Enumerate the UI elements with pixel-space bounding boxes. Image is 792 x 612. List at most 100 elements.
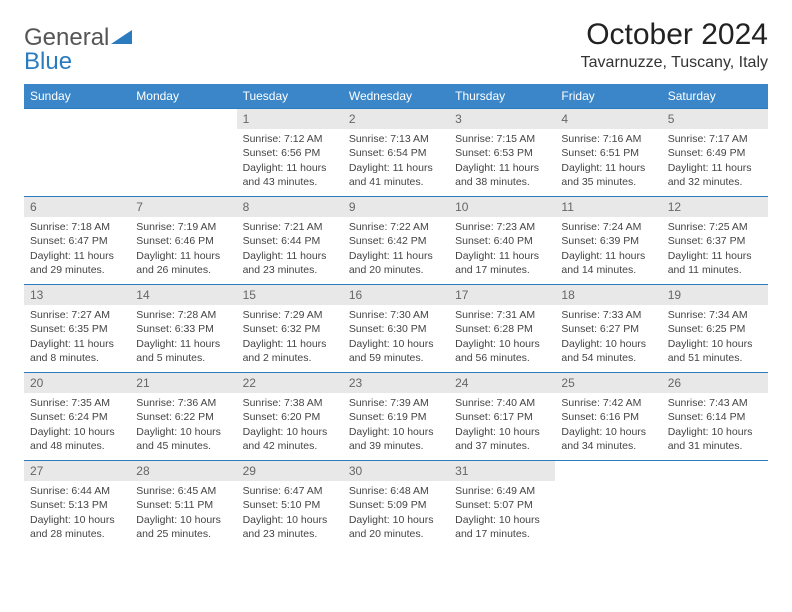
day-number: 20 <box>24 373 130 393</box>
calendar-week: 6Sunrise: 7:18 AMSunset: 6:47 PMDaylight… <box>24 197 768 285</box>
day-details: Sunrise: 6:48 AMSunset: 5:09 PMDaylight:… <box>343 481 449 545</box>
sunrise-text: Sunrise: 6:45 AM <box>136 484 230 498</box>
day-number: 25 <box>555 373 661 393</box>
sunset-text: Sunset: 6:40 PM <box>455 234 549 248</box>
day-details: Sunrise: 7:29 AMSunset: 6:32 PMDaylight:… <box>237 305 343 369</box>
calendar-cell: 7Sunrise: 7:19 AMSunset: 6:46 PMDaylight… <box>130 197 236 285</box>
sunrise-text: Sunrise: 6:44 AM <box>30 484 124 498</box>
daylight-text: Daylight: 11 hours and 43 minutes. <box>243 161 337 189</box>
sunrise-text: Sunrise: 7:27 AM <box>30 308 124 322</box>
daylight-text: Daylight: 11 hours and 8 minutes. <box>30 337 124 365</box>
sunrise-text: Sunrise: 7:23 AM <box>455 220 549 234</box>
day-number: 12 <box>662 197 768 217</box>
day-header: Saturday <box>662 84 768 109</box>
daylight-text: Daylight: 11 hours and 2 minutes. <box>243 337 337 365</box>
daylight-text: Daylight: 10 hours and 42 minutes. <box>243 425 337 453</box>
daylight-text: Daylight: 10 hours and 59 minutes. <box>349 337 443 365</box>
day-number: 24 <box>449 373 555 393</box>
sunrise-text: Sunrise: 7:34 AM <box>668 308 762 322</box>
sunrise-text: Sunrise: 7:38 AM <box>243 396 337 410</box>
calendar-cell: 1 Sunrise: 7:12 AMSunset: 6:56 PMDaylight… <box>237 109 343 197</box>
calendar-cell <box>130 109 236 197</box>
sunrise-text: Sunrise: 7:42 AM <box>561 396 655 410</box>
daylight-text: Daylight: 10 hours and 54 minutes. <box>561 337 655 365</box>
calendar-cell: 15Sunrise: 7:29 AMSunset: 6:32 PMDayligh… <box>237 285 343 373</box>
day-details: Sunrise: 7:25 AMSunset: 6:37 PMDaylight:… <box>662 217 768 281</box>
calendar-cell: 9Sunrise: 7:22 AMSunset: 6:42 PMDaylight… <box>343 197 449 285</box>
day-number: 6 <box>24 197 130 217</box>
calendar-week: 1Sunrise: 7:12 AMSunset: 6:56 PMDaylight… <box>24 109 768 197</box>
day-number: 5 <box>662 109 768 129</box>
day-number: 1 <box>237 109 343 129</box>
sunset-text: Sunset: 5:13 PM <box>30 498 124 512</box>
day-number: 22 <box>237 373 343 393</box>
sunset-text: Sunset: 6:14 PM <box>668 410 762 424</box>
day-number: 3 <box>449 109 555 129</box>
sunrise-text: Sunrise: 6:47 AM <box>243 484 337 498</box>
sunset-text: Sunset: 6:33 PM <box>136 322 230 336</box>
calendar-cell: 6Sunrise: 7:18 AMSunset: 6:47 PMDaylight… <box>24 197 130 285</box>
day-details: Sunrise: 7:34 AMSunset: 6:25 PMDaylight:… <box>662 305 768 369</box>
calendar-cell: 24Sunrise: 7:40 AMSunset: 6:17 PMDayligh… <box>449 373 555 461</box>
day-number: 4 <box>555 109 661 129</box>
daylight-text: Daylight: 11 hours and 35 minutes. <box>561 161 655 189</box>
day-details: Sunrise: 7:13 AMSunset: 6:54 PMDaylight:… <box>343 129 449 193</box>
daylight-text: Daylight: 11 hours and 29 minutes. <box>30 249 124 277</box>
sunset-text: Sunset: 6:54 PM <box>349 146 443 160</box>
day-details: Sunrise: 6:44 AMSunset: 5:13 PMDaylight:… <box>24 481 130 545</box>
sunrise-text: Sunrise: 7:16 AM <box>561 132 655 146</box>
daylight-text: Daylight: 10 hours and 51 minutes. <box>668 337 762 365</box>
sunrise-text: Sunrise: 7:36 AM <box>136 396 230 410</box>
day-number: 30 <box>343 461 449 481</box>
daylight-text: Daylight: 11 hours and 38 minutes. <box>455 161 549 189</box>
day-details: Sunrise: 6:47 AMSunset: 5:10 PMDaylight:… <box>237 481 343 545</box>
sunset-text: Sunset: 5:09 PM <box>349 498 443 512</box>
sunset-text: Sunset: 6:20 PM <box>243 410 337 424</box>
day-details: Sunrise: 7:21 AMSunset: 6:44 PMDaylight:… <box>237 217 343 281</box>
daylight-text: Daylight: 11 hours and 20 minutes. <box>349 249 443 277</box>
calendar-cell: 14Sunrise: 7:28 AMSunset: 6:33 PMDayligh… <box>130 285 236 373</box>
sunset-text: Sunset: 6:47 PM <box>30 234 124 248</box>
sunset-text: Sunset: 6:49 PM <box>668 146 762 160</box>
sunrise-text: Sunrise: 7:31 AM <box>455 308 549 322</box>
day-number: 9 <box>343 197 449 217</box>
daylight-text: Daylight: 10 hours and 28 minutes. <box>30 513 124 541</box>
calendar-week: 27Sunrise: 6:44 AMSunset: 5:13 PMDayligh… <box>24 461 768 549</box>
sunrise-text: Sunrise: 7:21 AM <box>243 220 337 234</box>
day-details: Sunrise: 7:24 AMSunset: 6:39 PMDaylight:… <box>555 217 661 281</box>
daylight-text: Daylight: 11 hours and 5 minutes. <box>136 337 230 365</box>
day-number: 18 <box>555 285 661 305</box>
sunset-text: Sunset: 6:53 PM <box>455 146 549 160</box>
day-number: 29 <box>237 461 343 481</box>
sunrise-text: Sunrise: 6:48 AM <box>349 484 443 498</box>
sunset-text: Sunset: 6:56 PM <box>243 146 337 160</box>
calendar-week: 13Sunrise: 7:27 AMSunset: 6:35 PMDayligh… <box>24 285 768 373</box>
calendar-cell <box>24 109 130 197</box>
day-details: Sunrise: 7:36 AMSunset: 6:22 PMDaylight:… <box>130 393 236 457</box>
sunrise-text: Sunrise: 7:15 AM <box>455 132 549 146</box>
calendar-cell: 31Sunrise: 6:49 AMSunset: 5:07 PMDayligh… <box>449 461 555 549</box>
day-header: Wednesday <box>343 84 449 109</box>
sunset-text: Sunset: 6:44 PM <box>243 234 337 248</box>
sunset-text: Sunset: 5:07 PM <box>455 498 549 512</box>
day-number: 16 <box>343 285 449 305</box>
day-details: Sunrise: 7:43 AMSunset: 6:14 PMDaylight:… <box>662 393 768 457</box>
sunrise-text: Sunrise: 7:24 AM <box>561 220 655 234</box>
sunset-text: Sunset: 6:51 PM <box>561 146 655 160</box>
title-block: October 2024 Tavarnuzze, Tuscany, Italy <box>581 18 768 72</box>
day-details: Sunrise: 7:17 AMSunset: 6:49 PMDaylight:… <box>662 129 768 193</box>
day-number: 7 <box>130 197 236 217</box>
calendar-cell: 18Sunrise: 7:33 AMSunset: 6:27 PMDayligh… <box>555 285 661 373</box>
calendar-cell: 20Sunrise: 7:35 AMSunset: 6:24 PMDayligh… <box>24 373 130 461</box>
day-number: 15 <box>237 285 343 305</box>
sunset-text: Sunset: 6:25 PM <box>668 322 762 336</box>
sunrise-text: Sunrise: 7:25 AM <box>668 220 762 234</box>
daylight-text: Daylight: 10 hours and 34 minutes. <box>561 425 655 453</box>
sunrise-text: Sunrise: 7:12 AM <box>243 132 337 146</box>
day-details: Sunrise: 7:16 AMSunset: 6:51 PMDaylight:… <box>555 129 661 193</box>
day-header: Tuesday <box>237 84 343 109</box>
daylight-text: Daylight: 10 hours and 23 minutes. <box>243 513 337 541</box>
sunrise-text: Sunrise: 7:30 AM <box>349 308 443 322</box>
calendar-cell: 27Sunrise: 6:44 AMSunset: 5:13 PMDayligh… <box>24 461 130 549</box>
calendar-cell: 2Sunrise: 7:13 AMSunset: 6:54 PMDaylight… <box>343 109 449 197</box>
